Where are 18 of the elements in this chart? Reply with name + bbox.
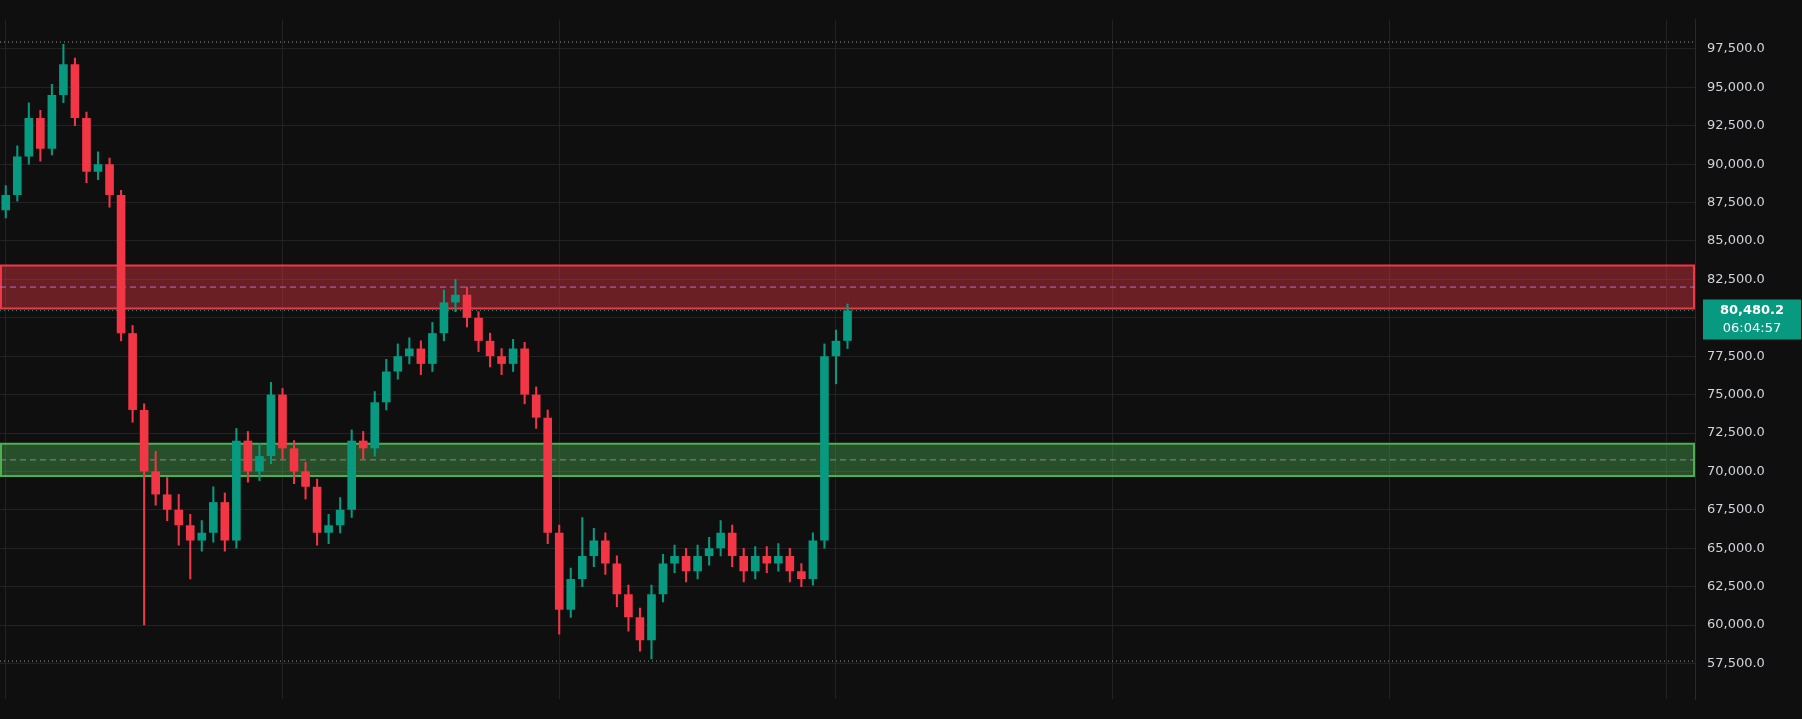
y-tick-label: 65,000.0 <box>1707 539 1765 555</box>
y-tick-label: 60,000.0 <box>1707 616 1765 632</box>
ref-line-label: 80,480.2 <box>1719 301 1785 317</box>
y-tick-label: 72,500.0 <box>1707 424 1765 440</box>
y-tick-label: 62,500.0 <box>1707 577 1765 593</box>
y-tick-label: 82,500.0 <box>1707 270 1765 286</box>
y-tick-label: 87,500.0 <box>1707 193 1765 209</box>
y-tick-label: 75,000.0 <box>1707 385 1765 401</box>
y-tick-label: 97,500.0 <box>1707 40 1765 56</box>
y-tick-label: 92,500.0 <box>1707 117 1765 133</box>
y-tick-label: 90,000.0 <box>1707 155 1765 171</box>
y-tick-label: 57,500.0 <box>1707 654 1765 670</box>
y-tick-label: 77,500.0 <box>1707 347 1765 363</box>
y-tick-label: 67,500.0 <box>1707 501 1765 517</box>
y-tick-label: 95,000.0 <box>1707 78 1765 94</box>
y-tick-label: 70,000.0 <box>1707 462 1765 478</box>
text: 06:04:57 <box>1722 319 1782 335</box>
y-tick-label: 85,000.0 <box>1707 232 1765 248</box>
